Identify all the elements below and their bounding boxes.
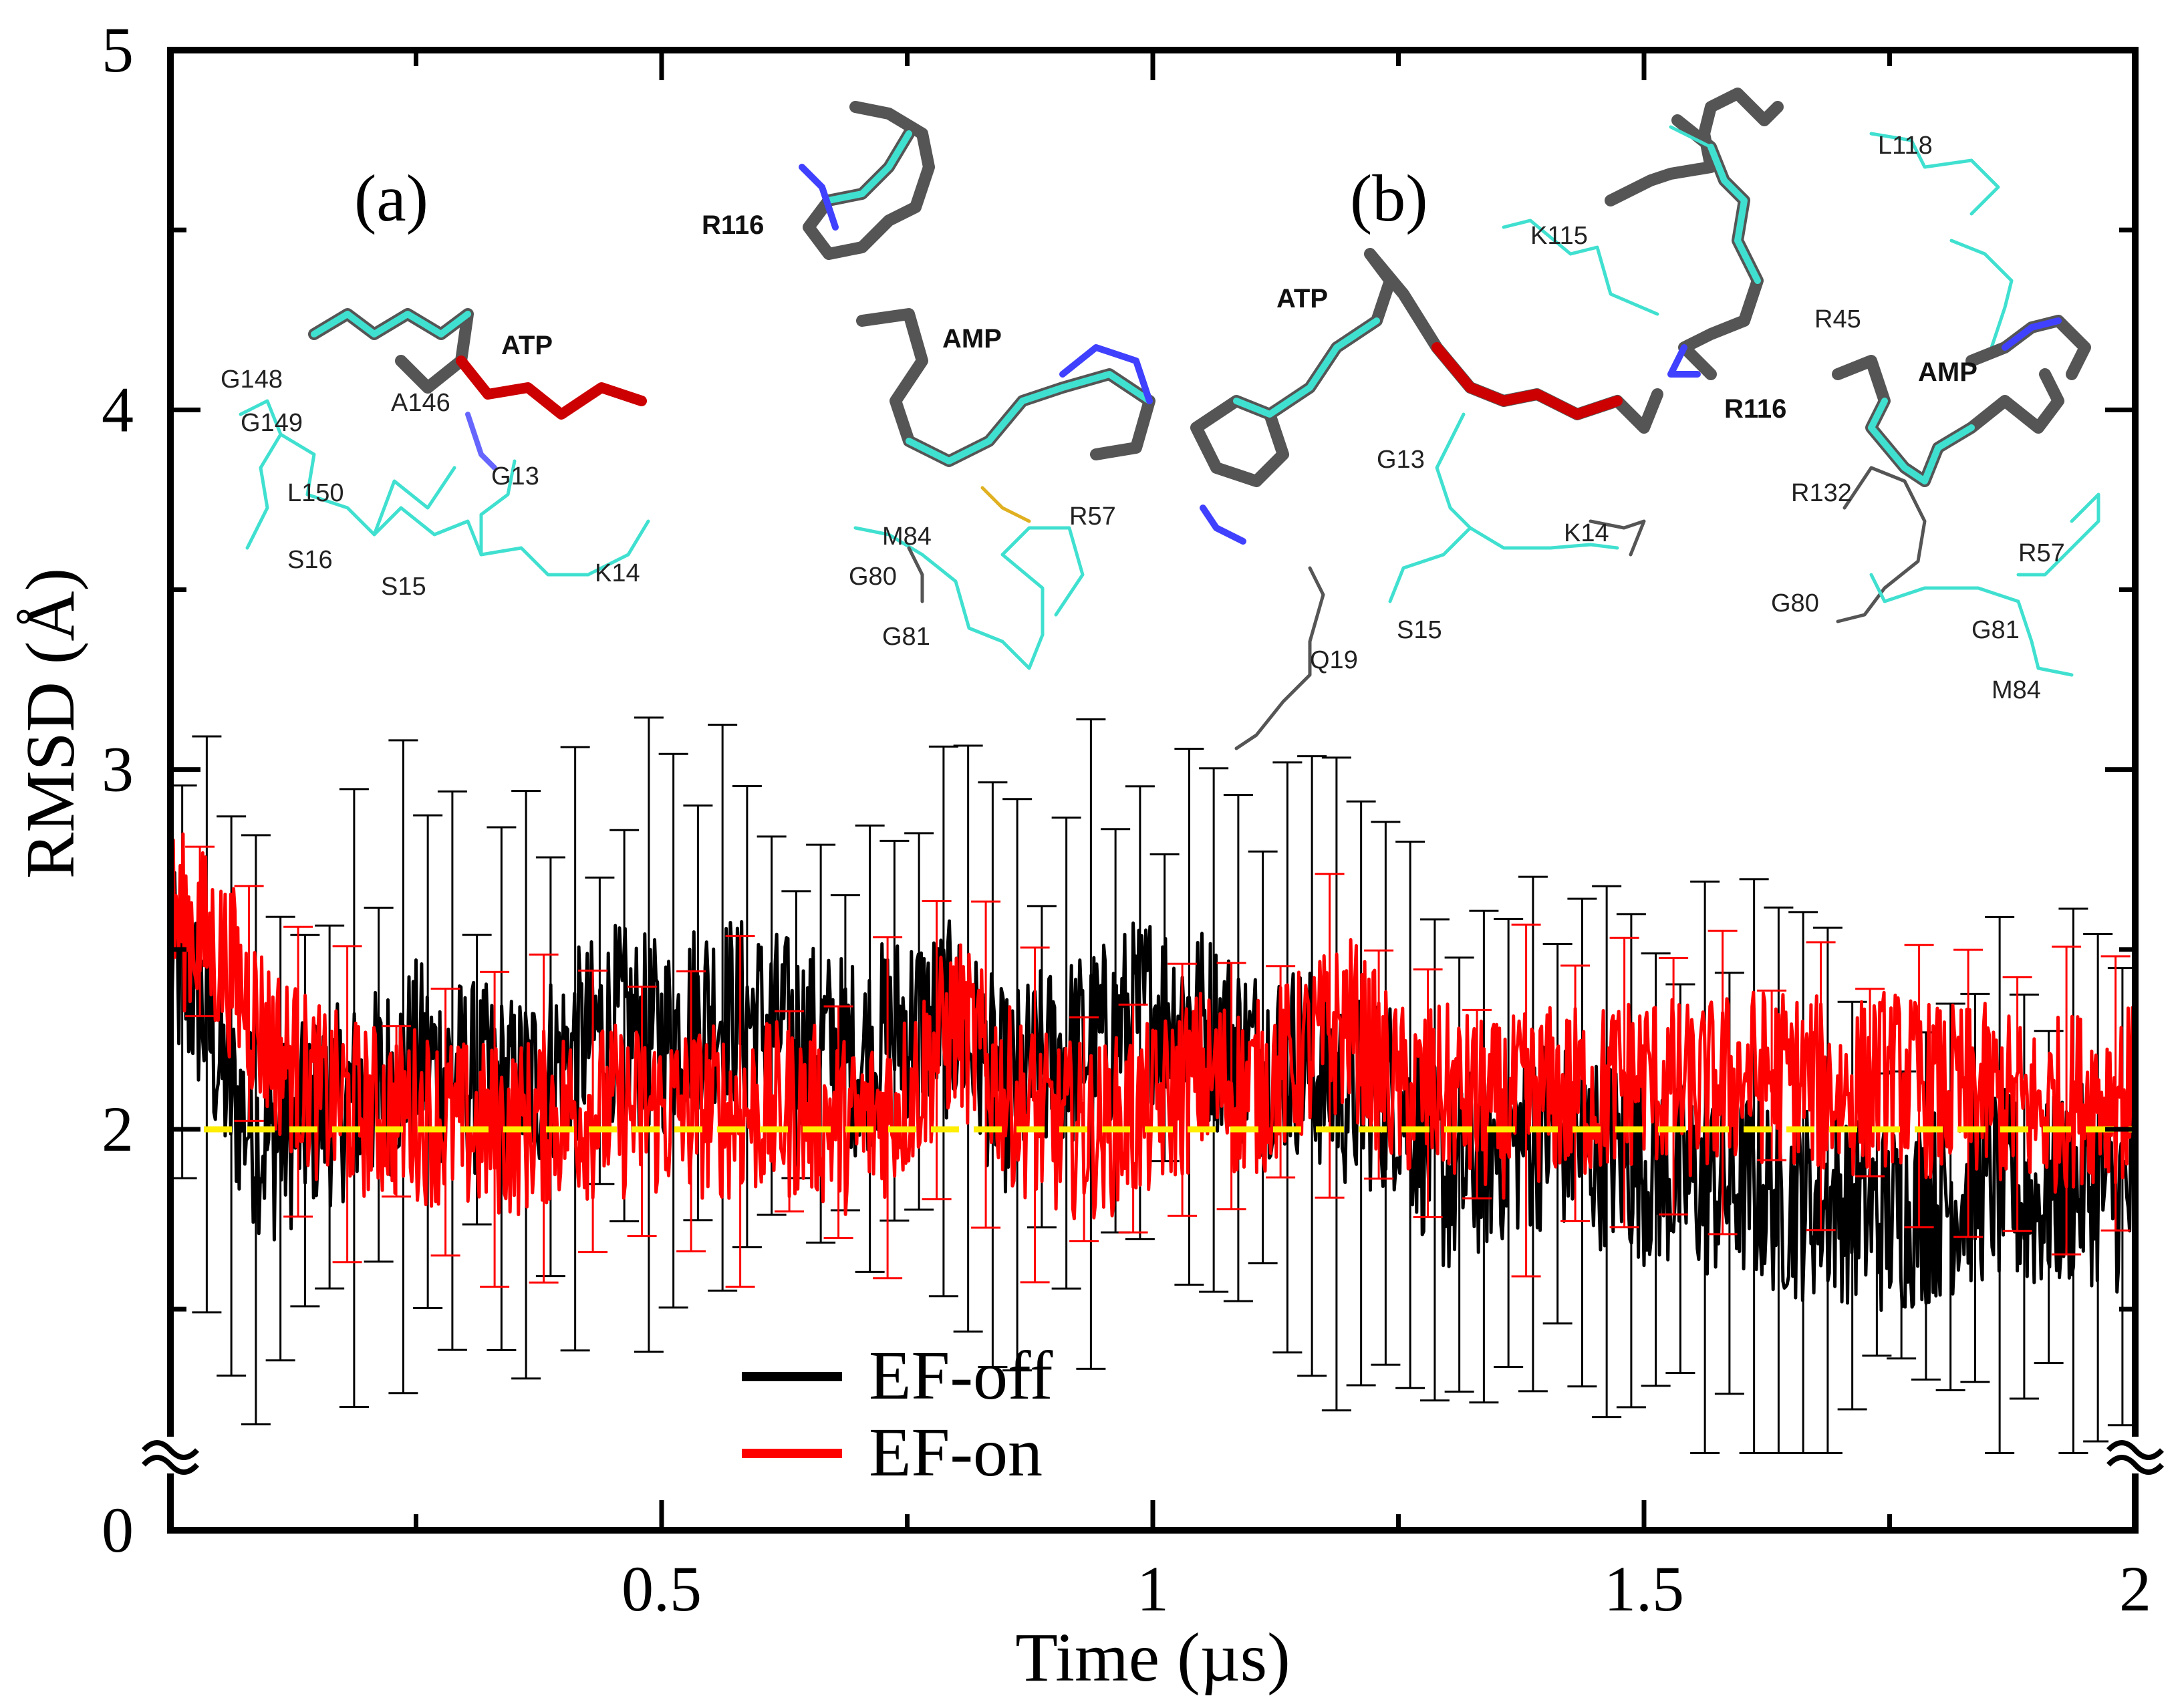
axis-ticks [170,50,2135,1530]
y-tick-label: 3 [102,734,134,805]
plot-frame [167,47,2139,1534]
label-a-m84: M84 [882,523,932,551]
y-tick-label: 5 [102,14,134,86]
label-a-g149: G149 [241,409,303,437]
label-b-k14: K14 [1564,519,1609,547]
panel-b-label: (b) [1350,161,1428,235]
label-a-g13: G13 [491,462,539,490]
x-tick-label: 1 [1137,1553,1169,1624]
series-ef-on [168,832,2137,1288]
y-axis-title: RMSD (Å) [12,568,89,879]
label-b-r132: R132 [1791,479,1852,507]
x-tick-label: 1.5 [1604,1553,1684,1624]
axis-tick-labels: 0.5 1 1.5 2 0 2 3 4 5 [102,14,2151,1624]
label-a-g80: G80 [849,563,897,591]
y-tick-label: 4 [102,374,134,445]
label-b-m84: M84 [1992,676,2041,704]
label-b-s15: S15 [1397,616,1442,644]
label-a-a146: A146 [391,389,450,417]
legend: EF-off EF-on [742,1337,1053,1491]
label-a-s15: S15 [381,573,426,601]
label-b-l118: L118 [1878,132,1933,160]
label-a-g148: G148 [221,366,283,394]
legend-ef-on-label: EF-on [869,1414,1043,1491]
label-a-k14: K14 [595,559,640,587]
series-line-ef-on [168,832,2137,1221]
label-b-amp: AMP [1918,358,1977,387]
label-b-g13: G13 [1377,446,1425,474]
axis-break-mark [2106,1440,2164,1460]
label-b-r116: R116 [1724,394,1786,424]
label-a-r57: R57 [1069,503,1116,531]
axis-break-mark [142,1440,199,1460]
label-b-r45: R45 [1814,305,1861,333]
axis-break-mark [2106,1455,2164,1475]
label-b-atp: ATP [1276,284,1328,313]
y-tick-label: 0 [102,1494,134,1566]
label-a-atp: ATP [501,331,553,360]
panel-a-structure [239,101,1155,670]
x-tick-label: 0.5 [622,1553,702,1624]
x-axis-title: Time (µs) [1015,1619,1290,1696]
legend-ef-off-label: EF-off [869,1337,1053,1414]
y-tick-label: 2 [102,1093,134,1165]
label-a-l150: L150 [287,479,344,507]
molecular-insets: (a) (b) ATP AMP R116 G148 G149 A146 L150… [221,88,2100,750]
x-tick-label: 2 [2119,1553,2151,1624]
label-b-g81: G81 [1971,616,2020,644]
label-a-amp: AMP [942,324,1002,353]
label-a-r116: R116 [702,210,764,240]
label-b-r57: R57 [2018,539,2065,567]
axis-break-mark [142,1455,199,1475]
panel-a-label: (a) [354,161,428,235]
label-b-q19: Q19 [1310,646,1358,674]
label-b-g80: G80 [1771,589,1819,617]
panel-b-structure [1190,88,2100,750]
axis-break-marks [142,1437,2164,1475]
label-b-k115: K115 [1530,222,1588,250]
label-a-s16: S16 [287,546,333,574]
label-a-g81: G81 [882,623,930,651]
